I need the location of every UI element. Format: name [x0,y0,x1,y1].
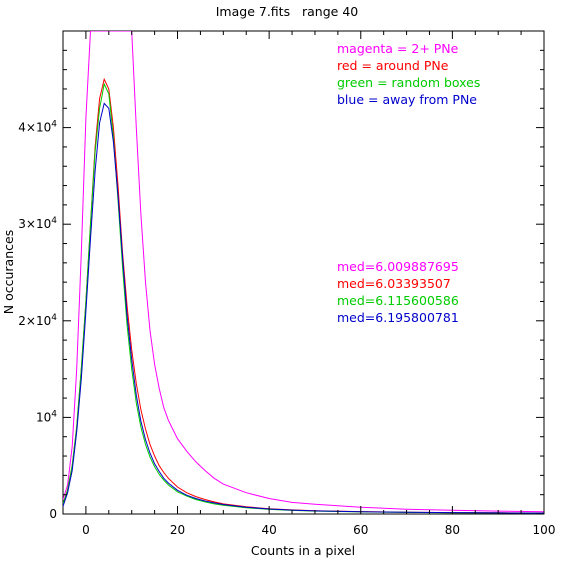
y-tick-label: 0 [49,507,57,521]
median-annotations: med=6.009887695 med=6.03393507 med=6.11560… [337,259,459,325]
y-tick-label: 2×104 [18,313,57,328]
series-layer [63,31,544,514]
y-tick-label: 3×104 [18,216,57,231]
x-tick-label: 60 [353,523,368,537]
series-line-2 [63,82,544,514]
median-annotation: med=6.115600586 [337,293,459,308]
y-tick-label: 104 [36,409,57,424]
x-tick-label: 20 [170,523,185,537]
legend-entry: green = random boxes [337,75,480,90]
x-axis-label: Counts in a pixel [251,543,355,558]
y-axis-label: N occurances [1,230,16,314]
legend-entry: blue = away from PNe [337,92,477,107]
y-tick-label: 4×104 [18,120,57,135]
median-annotation: med=6.195800781 [337,310,459,325]
legend-entry: magenta = 2+ PNe [337,41,459,56]
legend: magenta = 2+ PNe red = around PNe green = … [337,41,480,107]
median-annotation: med=6.03393507 [337,276,451,291]
legend-entry: red = around PNe [337,58,449,73]
plot-frame [62,30,545,515]
x-tick-label: 100 [533,523,556,537]
tick-layer: 0 20 40 60 80 100 0 104 2×104 3×104 4×104 [18,31,555,537]
x-tick-label: 40 [262,523,277,537]
x-tick-label: 0 [82,523,90,537]
series-line-0 [63,31,544,513]
x-tick-label: 80 [445,523,460,537]
median-annotation: med=6.009887695 [337,259,459,274]
series-line-1 [63,77,544,514]
series-line-3 [63,102,544,514]
chart-title: Image 7.fits range 40 [216,4,359,19]
